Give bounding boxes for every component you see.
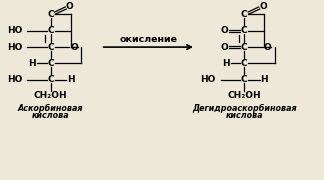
- Text: C: C: [241, 59, 248, 68]
- Text: H: H: [222, 59, 229, 68]
- Text: кислова: кислова: [226, 111, 263, 120]
- Text: O: O: [220, 43, 228, 52]
- Text: окисление: окисление: [120, 35, 178, 44]
- Text: C: C: [241, 10, 248, 19]
- Text: HO: HO: [7, 75, 22, 84]
- Text: Аскорбиновая: Аскорбиновая: [18, 103, 84, 112]
- Text: HO: HO: [7, 43, 22, 52]
- Text: O: O: [220, 26, 228, 35]
- Text: O: O: [65, 2, 73, 11]
- Text: C: C: [241, 26, 248, 35]
- Text: O: O: [70, 43, 78, 52]
- Text: CH₂OH: CH₂OH: [34, 91, 67, 100]
- Text: HO: HO: [7, 26, 22, 35]
- Text: C: C: [241, 75, 248, 84]
- Text: C: C: [47, 43, 54, 52]
- Text: C: C: [47, 26, 54, 35]
- Text: кислова: кислова: [32, 111, 70, 120]
- Text: C: C: [47, 10, 54, 19]
- Text: O: O: [264, 43, 272, 52]
- Text: C: C: [47, 59, 54, 68]
- Text: C: C: [241, 43, 248, 52]
- Text: C: C: [47, 75, 54, 84]
- Text: Дегидроаскорбиновая: Дегидроаскорбиновая: [192, 103, 296, 112]
- Text: O: O: [259, 2, 267, 11]
- Text: H: H: [260, 75, 268, 84]
- Text: CH₂OH: CH₂OH: [227, 91, 261, 100]
- Text: H: H: [67, 75, 75, 84]
- Text: H: H: [28, 59, 36, 68]
- Text: HO: HO: [201, 75, 216, 84]
